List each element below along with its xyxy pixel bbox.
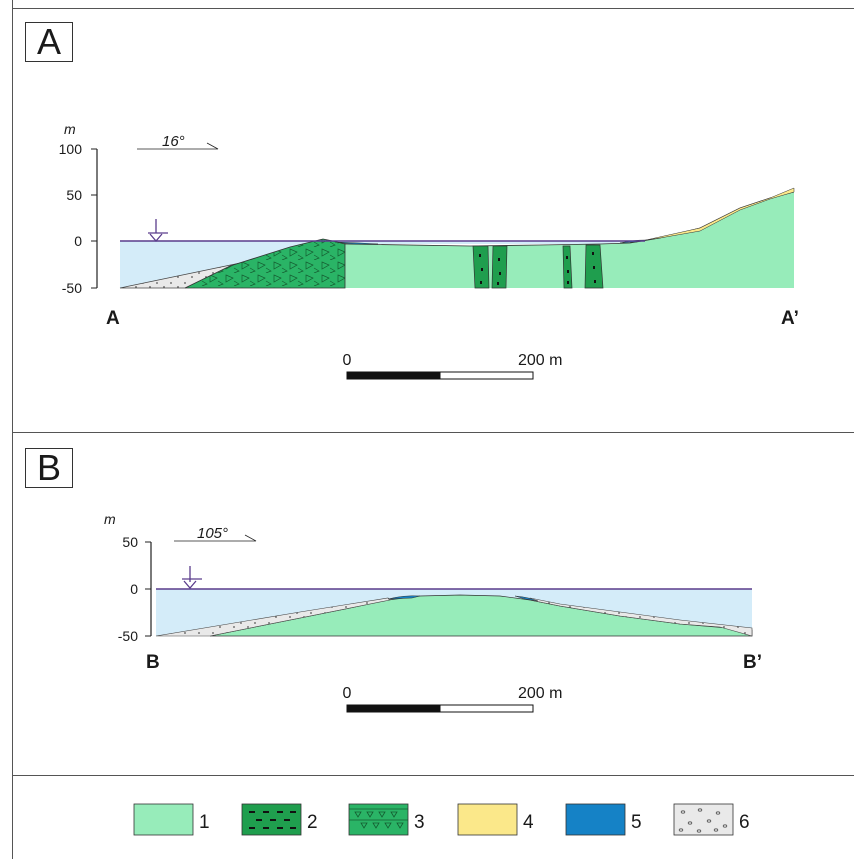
section-a-bedrock	[345, 192, 794, 288]
panel-a-letter: A	[25, 22, 73, 62]
legend-swatch-4	[457, 803, 518, 836]
section-b-scale-bar	[346, 704, 534, 713]
legend-swatch-5	[565, 803, 626, 836]
section-b-scale-end: 200 m	[518, 685, 562, 702]
legend: 1 2 3 4 5	[133, 803, 750, 836]
section-b-silt	[387, 595, 421, 600]
section-b-tick-50: 50	[122, 534, 138, 550]
section-b-tick-0: 0	[130, 581, 138, 597]
section-a-water-level-icon	[148, 219, 168, 242]
section-b-end-label: B’	[743, 652, 762, 673]
top-border	[12, 8, 854, 9]
legend-label-1: 1	[199, 812, 210, 833]
section-b-water-level-icon	[182, 566, 202, 589]
section-a-tick-100: 100	[59, 141, 83, 157]
legend-label-5: 5	[631, 812, 642, 833]
section-a-tick-50: 50	[66, 187, 82, 203]
section-a-scale-bar	[346, 371, 534, 380]
panel-b-letter: B	[25, 448, 73, 488]
section-b: m 50 0 -50 105° B B’ 0 200 m	[104, 511, 762, 713]
legend-item-6: 6	[673, 803, 750, 836]
section-b-start-label: B	[146, 652, 160, 673]
section-b-direction: 105°	[197, 525, 228, 542]
section-a-end-label: A’	[781, 308, 799, 329]
section-a-water	[120, 239, 640, 288]
section-a-direction: 16°	[162, 133, 185, 150]
figure-frame	[12, 0, 854, 859]
legend-item-1: 1	[133, 803, 210, 836]
section-a-direction-arrow	[137, 142, 219, 150]
legend-label-2: 2	[307, 812, 318, 833]
section-a-start-label: A	[106, 308, 120, 329]
legend-swatch-1	[133, 803, 194, 836]
section-a-dikes	[472, 244, 604, 289]
section-a-scale-end: 200 m	[518, 352, 562, 369]
section-b-unit: m	[104, 511, 116, 527]
section-a-sand	[645, 187, 795, 241]
legend-divider	[12, 775, 854, 776]
section-a: m 100 50 0 -50 16°	[59, 121, 799, 380]
section-b-tick-minus50: -50	[118, 628, 138, 644]
section-a-tick-minus50: -50	[62, 280, 82, 296]
legend-label-6: 6	[739, 812, 750, 833]
panel-divider	[12, 432, 854, 433]
section-a-scale-start: 0	[343, 352, 352, 369]
section-a-tick-0: 0	[74, 233, 82, 249]
section-b-scale-start: 0	[343, 685, 352, 702]
legend-label-3: 3	[414, 812, 425, 833]
legend-item-4: 4	[457, 803, 534, 836]
legend-item-5: 5	[565, 803, 642, 836]
section-a-silt	[334, 241, 379, 245]
legend-item-2: 2	[241, 803, 318, 836]
legend-swatch-6	[673, 803, 734, 836]
legend-label-4: 4	[523, 812, 534, 833]
section-a-unit: m	[64, 121, 76, 137]
section-b-direction-arrow	[174, 534, 257, 542]
legend-item-3: 3	[348, 803, 425, 836]
